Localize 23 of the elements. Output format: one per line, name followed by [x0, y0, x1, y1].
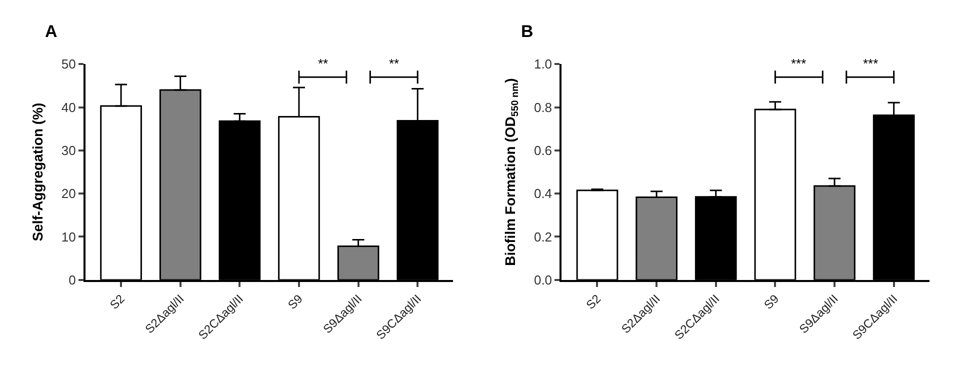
y-tick-label: 20 [61, 186, 76, 202]
annotation: *** [863, 56, 878, 71]
chart-title: B [521, 22, 534, 41]
x-tick-label: S2 [583, 292, 604, 312]
x-tick-label: S2 [107, 292, 128, 312]
y-tick-label: 40 [61, 100, 76, 115]
x-tick-label: S9 [761, 292, 782, 312]
y-tick-label: 10 [61, 229, 76, 244]
y-tick-label: 0 [68, 272, 76, 288]
y-tick-label: 0.2 [534, 229, 552, 244]
y-tick-label: 0.6 [534, 143, 552, 158]
y-tick-label: 0.4 [534, 186, 552, 202]
annotation: *** [791, 56, 806, 71]
chart-title: A [45, 22, 58, 41]
annotation: ** [389, 56, 400, 71]
y-axis-title: Self-Aggregation (%) [29, 102, 46, 242]
y-tick-label: 0.0 [534, 272, 552, 288]
x-tick-label: S9 [285, 292, 306, 312]
y-tick-label: 1.0 [534, 56, 552, 72]
y-tick-label: 0.8 [534, 100, 552, 115]
y-tick-label: 50 [61, 56, 76, 72]
annotation: ** [318, 56, 328, 71]
y-tick-label: 30 [61, 143, 76, 158]
